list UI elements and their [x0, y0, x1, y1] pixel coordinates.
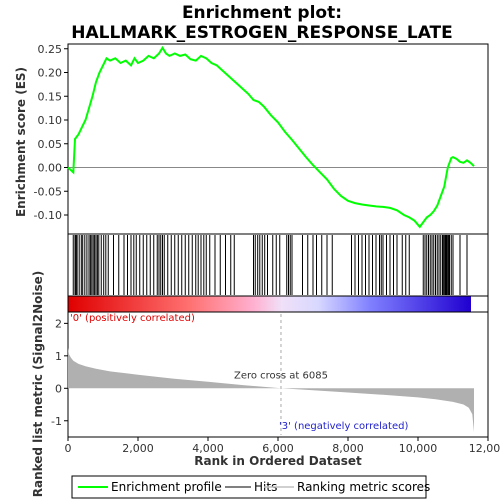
metric-y-ticks: -1 0 1 2	[51, 317, 68, 428]
es-y-tick-label: -0.10	[34, 209, 62, 222]
legend-metric-label: Ranking metric scores	[297, 480, 430, 494]
positive-correlation-label: '0' (positively correlated)	[70, 313, 195, 324]
ranking-metric-area	[68, 347, 474, 433]
metric-y-tick-label: 0	[55, 382, 62, 395]
x-tick-label: 10,000	[399, 442, 438, 455]
x-axis-ticks: 0 2,000 4,000 6,000 8,000 10,000 12,000	[65, 437, 500, 455]
es-y-axis-label: Enrichment score (ES)	[14, 67, 28, 217]
x-tick-label: 8,000	[332, 442, 364, 455]
zero-cross-label: Zero cross at 6085	[234, 370, 328, 381]
rank-gradient-bar	[68, 296, 471, 312]
enrichment-profile-line	[67, 45, 475, 229]
x-tick-label: 6,000	[262, 442, 294, 455]
es-y-tick-label: 0.00	[38, 162, 63, 175]
es-y-tick-label: 0.10	[38, 114, 63, 127]
metric-y-tick-label: 2	[55, 317, 62, 330]
legend-enrichment-label: Enrichment profile	[111, 480, 222, 494]
negative-correlation-label: '3' (negatively correlated)	[279, 421, 408, 432]
x-axis-label: Rank in Ordered Dataset	[194, 454, 362, 468]
es-y-tick-label: 0.05	[38, 138, 63, 151]
chart-title-line1: Enrichment plot:	[182, 3, 342, 23]
es-y-tick-label: 0.25	[38, 43, 63, 56]
metric-panel-frame	[67, 311, 489, 438]
metric-y-axis-label: Ranked list metric (Signal2Noise)	[31, 271, 45, 498]
metric-y-tick-label: -1	[51, 415, 62, 428]
x-tick-label: 0	[65, 442, 72, 455]
hits-panel-frame	[67, 233, 489, 297]
es-y-tick-label: -0.05	[34, 185, 62, 198]
x-tick-label: 2,000	[122, 442, 154, 455]
es-y-ticks: -0.10 -0.05 0.00 0.05 0.10 0.15 0.20 0.25	[34, 43, 68, 222]
metric-y-tick-label: 1	[55, 350, 62, 363]
hits-group	[72, 235, 468, 295]
x-tick-label: 4,000	[192, 442, 224, 455]
es-panel-frame	[67, 43, 489, 235]
es-y-tick-label: 0.15	[38, 90, 63, 103]
es-y-tick-label: 0.20	[38, 67, 63, 80]
chart-title-line2: HALLMARK_ESTROGEN_RESPONSE_LATE	[71, 23, 453, 43]
x-tick-label: 12,000	[469, 442, 500, 455]
